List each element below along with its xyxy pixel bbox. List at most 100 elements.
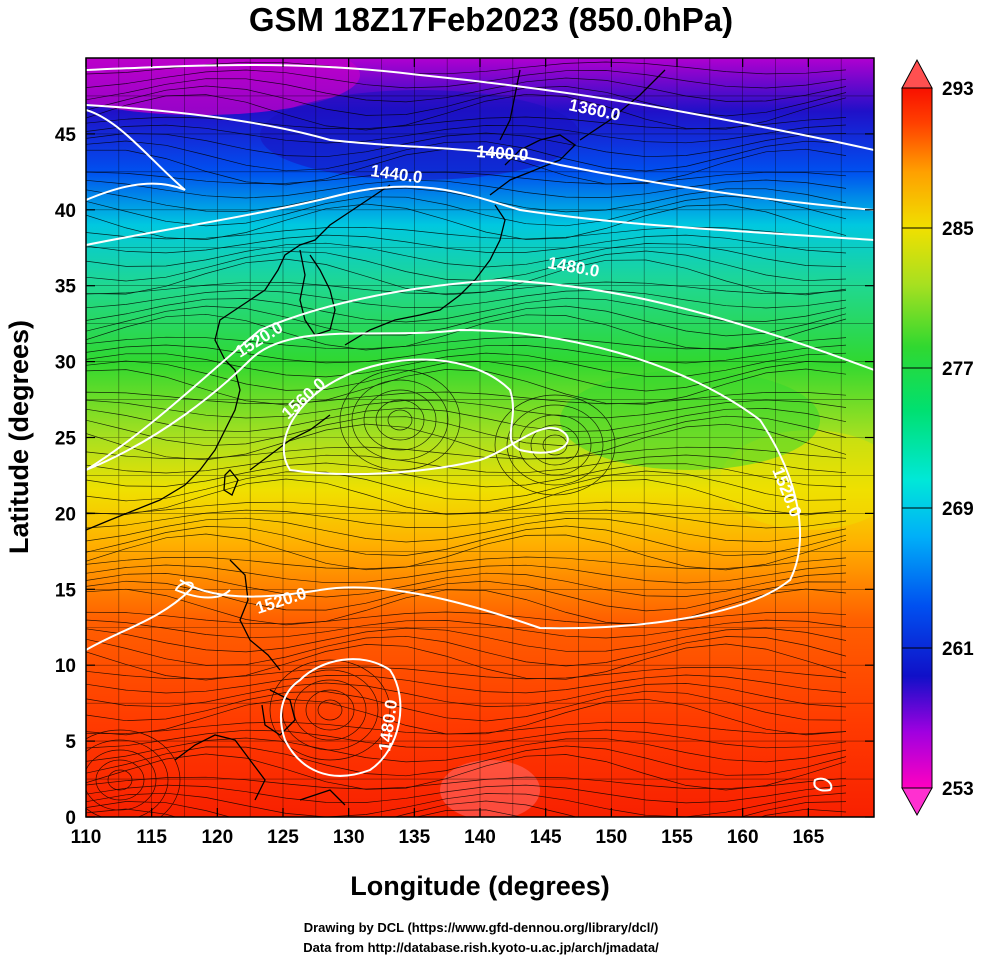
contour-1560 bbox=[282, 358, 569, 476]
streamline bbox=[86, 776, 847, 790]
y-tick-label: 10 bbox=[55, 656, 76, 677]
colorbar: 293 285 277 269 261 253 bbox=[901, 58, 974, 817]
streamline bbox=[86, 423, 847, 461]
streamline bbox=[86, 234, 847, 254]
y-tick-label: 5 bbox=[65, 732, 76, 753]
x-tick-label: 160 bbox=[727, 827, 759, 848]
streamline bbox=[86, 360, 847, 392]
streamline bbox=[86, 195, 847, 227]
streamline bbox=[86, 721, 847, 735]
y-tick-label: 40 bbox=[55, 201, 76, 222]
ryukyu-islands bbox=[249, 414, 331, 471]
streamline bbox=[86, 69, 847, 89]
streamline bbox=[86, 124, 847, 144]
streamline bbox=[86, 352, 847, 378]
y-tick-label: 0 bbox=[65, 808, 76, 829]
vortex-streamline bbox=[387, 409, 413, 431]
streamline bbox=[86, 635, 847, 667]
y-axis: 0 5 10 15 20 25 30 35 40 45 bbox=[55, 125, 874, 829]
streamline bbox=[86, 336, 847, 350]
map-grid bbox=[86, 58, 874, 817]
vortex-streamline bbox=[107, 769, 133, 791]
korea-coast bbox=[299, 249, 336, 336]
colorbar-tick-label: 261 bbox=[942, 639, 974, 660]
streamline bbox=[86, 281, 847, 295]
x-tick-label: 150 bbox=[595, 827, 627, 848]
taiwan bbox=[223, 469, 239, 496]
contour-1360 bbox=[86, 64, 874, 151]
streamline bbox=[86, 462, 847, 488]
streamline bbox=[86, 407, 847, 433]
vortex-streamline bbox=[375, 399, 425, 441]
contour-1520-north bbox=[86, 328, 801, 630]
japan-hokkaido bbox=[489, 134, 577, 196]
vortex-streamline bbox=[363, 389, 437, 451]
streamline bbox=[86, 745, 847, 777]
vortex-streamline bbox=[305, 689, 355, 731]
x-tick-label: 130 bbox=[333, 827, 365, 848]
vortex-streamline bbox=[86, 729, 181, 817]
vortex-streamline bbox=[518, 414, 592, 476]
streamline bbox=[86, 289, 847, 309]
sakhalin bbox=[499, 69, 521, 141]
colorbar-min-arrow bbox=[901, 787, 933, 817]
x-axis-label: Longitude (degrees) bbox=[350, 871, 610, 901]
x-tick-label: 115 bbox=[136, 827, 167, 848]
streamline bbox=[86, 808, 847, 817]
streamline bbox=[86, 682, 847, 708]
cold-pool-northwest bbox=[86, 58, 360, 115]
contour-label-1400: 1400.0 bbox=[476, 142, 529, 165]
x-tick-label: 145 bbox=[530, 827, 562, 848]
streamline bbox=[86, 619, 847, 639]
philippines-luzon bbox=[229, 559, 281, 671]
height-contours bbox=[86, 64, 874, 792]
streamline bbox=[86, 729, 847, 749]
colorbar-tick-label: 293 bbox=[942, 79, 974, 100]
streamline bbox=[86, 77, 847, 103]
new-guinea-coast bbox=[299, 789, 346, 806]
x-axis: 110 115 120 125 130 135 140 145 150 155 160 165 bbox=[71, 58, 825, 848]
x-tick-label: 140 bbox=[464, 827, 496, 848]
streamline bbox=[86, 478, 847, 516]
colorbar-tick-label: 269 bbox=[942, 499, 974, 520]
vortex-streamline bbox=[317, 699, 343, 721]
vortex-streamline bbox=[506, 404, 604, 486]
streamline bbox=[86, 470, 847, 502]
streamline bbox=[86, 611, 847, 625]
streamline bbox=[86, 250, 847, 282]
y-tick-label: 20 bbox=[55, 504, 76, 525]
streamline bbox=[86, 446, 847, 460]
vortex-streamline bbox=[95, 759, 145, 801]
streamline bbox=[86, 800, 847, 817]
streamline bbox=[86, 572, 847, 598]
streamline bbox=[86, 564, 847, 584]
streamline bbox=[86, 313, 847, 351]
colorbar-tick-label: 285 bbox=[942, 219, 974, 240]
y-tick-label: 45 bbox=[55, 125, 77, 146]
streamline bbox=[86, 643, 847, 681]
streamline bbox=[86, 627, 847, 653]
x-tick-label: 165 bbox=[792, 827, 824, 848]
cold-pool-north bbox=[260, 90, 580, 180]
y-axis-label: Latitude (degrees) bbox=[4, 320, 34, 554]
vortex-streamline bbox=[269, 659, 391, 761]
borneo-coast bbox=[174, 734, 266, 801]
contour-1520-south bbox=[86, 581, 231, 651]
japan-honshu bbox=[344, 204, 506, 346]
streamline bbox=[86, 85, 847, 117]
vortex-streamline bbox=[293, 679, 367, 741]
streamline bbox=[86, 674, 847, 694]
vortex-streamline bbox=[542, 434, 568, 456]
colorbar-max-arrow bbox=[901, 58, 933, 89]
colorbar-tick-label: 253 bbox=[942, 779, 974, 800]
chart-title: GSM 18Z17Feb2023 (850.0hPa) bbox=[248, 1, 734, 38]
streamline bbox=[86, 792, 847, 817]
streamline bbox=[86, 116, 847, 130]
wind-streamlines bbox=[86, 61, 847, 817]
streamline bbox=[86, 509, 847, 529]
kamchatka bbox=[579, 69, 666, 141]
contour-1400 bbox=[86, 104, 874, 211]
streamline bbox=[86, 179, 847, 199]
streamline bbox=[86, 344, 847, 364]
